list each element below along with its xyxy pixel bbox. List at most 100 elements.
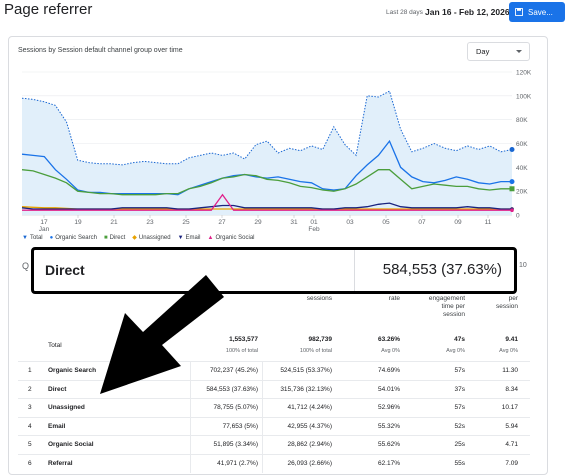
cell-per-session: 11.30 [502, 367, 518, 374]
page-title: Page referrer [4, 1, 93, 18]
x-tick-label: 07 [418, 219, 426, 226]
row-number: 5 [28, 441, 32, 449]
cell-engagement-time: 57s [454, 367, 465, 374]
cell-per-session: 5.94 [505, 422, 518, 430]
row-divider [18, 361, 530, 362]
col-header-engagement-time[interactable]: engagement time per session [428, 295, 465, 318]
legend-label: Direct [109, 234, 126, 241]
series-end-marker [509, 179, 515, 185]
total-rate: 63.26% [377, 336, 400, 343]
x-tick-label: 25 [182, 219, 190, 226]
total-time: 47s [454, 336, 465, 343]
cell-rate: 54.01% [377, 385, 400, 393]
granularity-value: Day [476, 47, 490, 56]
cell-per-session: 4.71 [505, 441, 518, 449]
series-end-marker [509, 146, 515, 152]
x-tick-label: 23 [146, 219, 154, 226]
series-end-marker [509, 186, 515, 192]
cell-users: 584,553 (37.63%) [206, 385, 258, 393]
total-per-session-sub: Avg 0% [499, 348, 518, 354]
cell-engagement-time: 57s [454, 404, 465, 412]
legend-item[interactable]: ◆ Unassigned [132, 234, 171, 242]
channel-name[interactable]: Organic Search [48, 367, 97, 374]
rows-per-page[interactable]: 10 [519, 262, 527, 269]
cell-per-session: 7.09 [505, 460, 518, 467]
legend-label: Email [185, 234, 201, 241]
x-tick-label: 29 [254, 219, 262, 226]
cell-per-session: 8.34 [505, 385, 518, 393]
cell-rate: 52.96% [377, 404, 400, 412]
legend-label: Unassigned [138, 234, 171, 241]
total-sessions-sub: 100% of total [299, 348, 332, 354]
col-header-rate[interactable]: rate [388, 295, 400, 302]
save-icon [515, 8, 523, 16]
channel-name[interactable]: Direct [48, 385, 67, 393]
y-tick-label: 120K [516, 70, 532, 77]
cell-sessions: 524,515 (53.37%) [280, 367, 332, 374]
cell-users: 702,237 (45.2%) [209, 367, 258, 374]
legend-item[interactable]: ■ Direct [104, 234, 125, 241]
series-end-marker [510, 208, 514, 213]
cell-rate: 55.62% [377, 441, 400, 449]
x-tick-label: 11 [485, 219, 492, 226]
x-tick-label: 21 [110, 219, 118, 226]
cell-rate: 55.32% [377, 422, 400, 430]
series-line [21, 90, 513, 166]
series-line [21, 202, 512, 210]
legend-item[interactable]: ▲ Organic Social [208, 234, 255, 241]
legend-item[interactable]: ▼ Email [178, 234, 201, 241]
date-preset-label: Last 28 days [386, 9, 423, 16]
series-line [21, 169, 512, 196]
y-tick-label: 40K [516, 165, 528, 172]
search-icon[interactable]: Q [22, 261, 30, 271]
legend-label: Organic Search [55, 234, 97, 241]
channel-name[interactable]: Unassigned [48, 404, 85, 412]
x-tick-label: 09 [454, 219, 462, 226]
tooltip-value: 584,553 (37.63%) [382, 261, 502, 278]
x-tick-label: 17 [40, 219, 48, 226]
row-number: 2 [28, 385, 32, 393]
y-tick-label: 80K [516, 117, 528, 124]
channel-name[interactable]: Referral [48, 460, 73, 467]
chevron-down-icon [516, 50, 522, 53]
cell-engagement-time: 37s [454, 385, 465, 393]
chart-legend: ▼ Total ● Organic Search ■ Direct ◆ Unassigned ▼… [22, 234, 255, 242]
x-tick-label: 03 [346, 219, 354, 226]
row-divider [18, 435, 530, 437]
chart-title: Sessions by Session default channel grou… [18, 47, 183, 54]
tooltip-channel: Direct [45, 262, 85, 278]
total-per-session: 9.41 [505, 336, 518, 343]
legend-item[interactable]: ● Organic Search [50, 234, 97, 241]
cell-rate: 62.17% [377, 460, 400, 467]
row-number: 3 [28, 404, 32, 412]
date-range-picker[interactable]: Jan 16 - Feb 12, 2026 [425, 7, 510, 17]
legend-marker-icon: ■ [103, 234, 108, 241]
page-header: Page referrer Last 28 days Jan 16 - Feb … [0, 0, 570, 30]
col-header-sessions[interactable]: sessions [306, 295, 332, 302]
save-button-label: Save... [528, 7, 553, 17]
granularity-dropdown[interactable]: Day [467, 42, 530, 61]
channel-name[interactable]: Organic Social [48, 441, 94, 449]
series-line [22, 193, 512, 211]
channel-name[interactable]: Email [48, 422, 66, 430]
y-tick-label: 60K [516, 141, 528, 148]
row-number: 6 [28, 460, 32, 467]
tooltip-divider [354, 250, 355, 291]
col-header-per-session[interactable]: per session [495, 295, 518, 310]
cell-sessions: 28,862 (2.94%) [287, 441, 332, 449]
total-users: 1,553,577 [229, 336, 258, 343]
save-button[interactable]: Save... [509, 2, 565, 22]
legend-marker-icon: ▼ [22, 234, 28, 241]
cell-engagement-time: 52s [454, 422, 465, 430]
cell-sessions: 26,093 (2.66%) [287, 460, 332, 467]
total-label: Total [48, 342, 62, 349]
total-sessions: 982,739 [308, 336, 333, 343]
x-tick-label: 27 [218, 219, 226, 226]
legend-item[interactable]: ▼ Total [22, 234, 43, 241]
legend-marker-icon: ▼ [177, 234, 184, 241]
cell-engagement-time: 25s [454, 441, 465, 449]
x-month-label: Feb [308, 226, 320, 233]
row-number: 4 [28, 422, 32, 430]
